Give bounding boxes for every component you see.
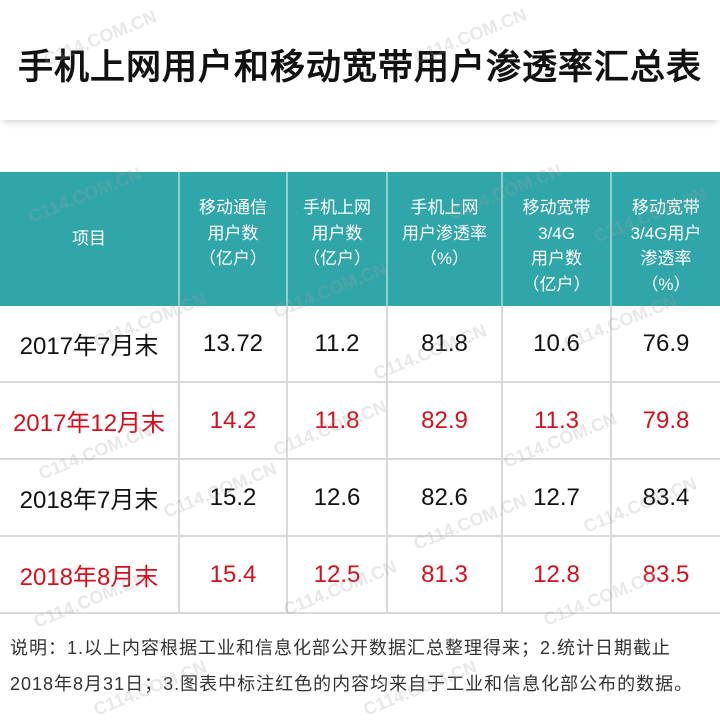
row-label: 2018年7月末	[0, 460, 180, 535]
title-card: 手机上网用户和移动宽带用户渗透率汇总表	[0, 0, 720, 120]
cell-broadband-penetration: 76.9	[642, 329, 690, 357]
cell-mobile-internet-users: 11.8	[288, 383, 388, 458]
header-line: （%）	[641, 274, 691, 294]
header-line: 手机上网	[410, 198, 479, 217]
page-title: 手机上网用户和移动宽带用户渗透率汇总表	[17, 48, 702, 87]
table-row: 2017年7月末 13.72 11.2 81.8 10.6 76.9	[0, 306, 720, 383]
table-row: 2017年12月末 14.2 11.8 82.9 11.3 79.8	[0, 383, 720, 460]
header-line: （亿户）	[522, 274, 591, 294]
cell-broadband-penetration: 83.5	[642, 560, 690, 588]
cell-mobile-subscribers: 14.2	[180, 383, 288, 458]
cell-mobile-internet-penetration: 81.8	[388, 306, 503, 381]
header-line: 移动宽带	[522, 198, 591, 217]
cell-broadband-penetration: 79.8	[642, 406, 690, 434]
row-label: 2017年7月末	[0, 306, 180, 381]
header-cell-broadband-users: 移动宽带 3/4G 用户数 （亿户）	[503, 172, 612, 306]
cell-mobile-subscribers: 15.4	[180, 537, 288, 612]
header-line: 手机上网	[303, 198, 371, 217]
cell-broadband-users: 10.6	[503, 306, 612, 381]
cell-mobile-internet-users: 12.5	[288, 537, 388, 612]
cell-broadband-users: 12.7	[503, 460, 612, 535]
footnote-line: 说明：1.以上内容根据工业和信息化部公开数据汇总整理得来；2.统计日期截止	[10, 638, 672, 658]
cell-mobile-internet-penetration: 81.3	[388, 537, 503, 612]
table-header: 项目 移动通信 用户数 （亿户） 手机上网 用户数 （亿户） 手机上网 用户渗透…	[0, 172, 720, 306]
cell-mobile-subscribers: 15.2	[180, 460, 288, 535]
cell-mobile-internet-penetration: 82.9	[388, 383, 503, 458]
footnote-line: 2018年8月31日；3.图表中标注红色的内容均来自于工业和信息化部公布的数据。	[10, 674, 694, 694]
header-line: （亿户）	[303, 249, 371, 268]
cell-mobile-internet-users: 12.6	[288, 460, 388, 535]
header-cell-item: 项目	[0, 172, 180, 306]
header-cell-broadband-penetration: 移动宽带 3/4G用户 渗透率 （%）	[612, 172, 720, 306]
cell-broadband-penetration: 83.4	[642, 483, 690, 511]
header-line: 用户数	[311, 223, 363, 243]
cell-mobile-subscribers: 13.72	[180, 306, 288, 381]
header-line: 3/4G用户	[630, 223, 702, 243]
header-line: 用户数	[531, 249, 582, 268]
header-line: （%）	[419, 249, 470, 268]
header-line: 移动通信	[199, 198, 267, 217]
header-cell-mobile-subscribers: 移动通信 用户数 （亿户）	[180, 172, 288, 306]
cell-mobile-internet-users: 11.2	[288, 306, 388, 381]
row-label: 2018年8月末	[0, 537, 180, 612]
header-line: 项目	[72, 229, 106, 249]
header-cell-mobile-internet-penetration: 手机上网 用户渗透率 （%）	[388, 172, 503, 306]
cell-broadband-users: 12.8	[503, 537, 612, 612]
header-line: 用户数	[207, 223, 259, 243]
table-row: 2018年8月末 15.4 12.5 81.3 12.8 83.5	[0, 537, 720, 614]
header-line: （亿户）	[199, 249, 267, 268]
header-line: 3/4G	[538, 223, 575, 243]
header-line: 移动宽带	[632, 198, 700, 217]
cell-mobile-internet-penetration: 82.6	[388, 460, 503, 535]
summary-table: 项目 移动通信 用户数 （亿户） 手机上网 用户数 （亿户） 手机上网 用户渗透…	[0, 172, 720, 614]
table-row: 2018年7月末 15.2 12.6 82.6 12.7 83.4	[0, 460, 720, 537]
header-cell-mobile-internet-users: 手机上网 用户数 （亿户）	[288, 172, 388, 306]
footnote: 说明：1.以上内容根据工业和信息化部公开数据汇总整理得来；2.统计日期截止 20…	[10, 630, 693, 702]
header-line: 渗透率	[640, 249, 692, 268]
row-label: 2017年12月末	[0, 383, 180, 458]
header-line: 用户渗透率	[402, 223, 487, 243]
cell-broadband-users: 11.3	[503, 383, 612, 458]
